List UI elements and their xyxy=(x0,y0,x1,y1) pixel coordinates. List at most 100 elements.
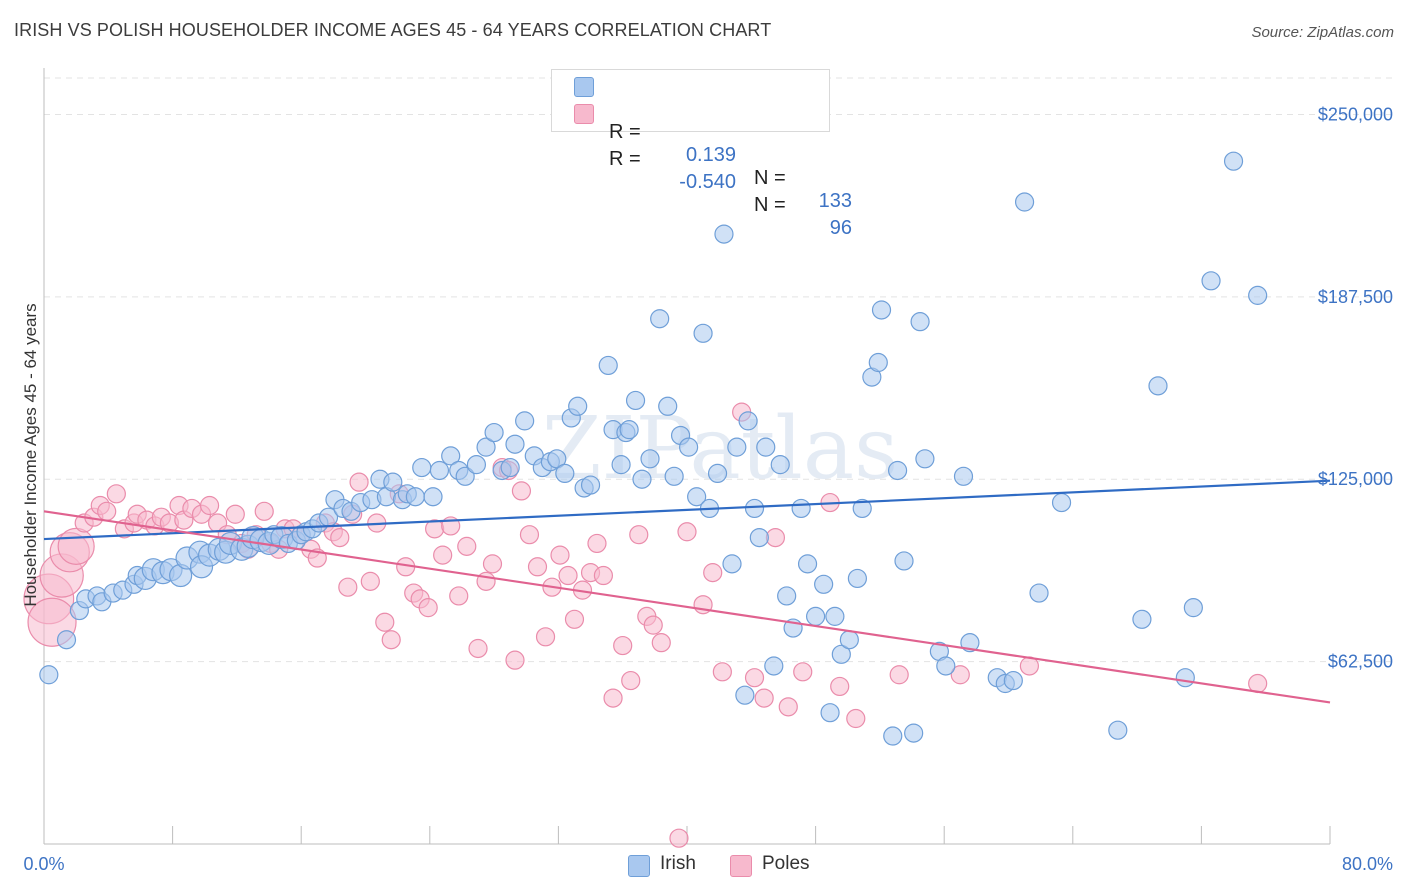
irish-point xyxy=(1175,668,1195,688)
poles-point xyxy=(643,615,663,635)
irish-point xyxy=(714,224,734,244)
irish-point xyxy=(887,460,908,481)
irish-point xyxy=(429,460,450,481)
poles-point xyxy=(375,612,395,632)
irish-point xyxy=(770,455,790,475)
trend-lines xyxy=(43,479,1331,704)
irish-trend-line xyxy=(43,479,1331,541)
poles-point xyxy=(505,650,525,670)
irish-point xyxy=(1132,609,1152,629)
irish-point xyxy=(749,527,769,548)
x-tick-label: 80.0% xyxy=(1342,854,1393,874)
poles-point xyxy=(950,665,970,685)
poles-point xyxy=(97,501,117,521)
n-label: N = xyxy=(754,167,786,189)
n-value: 96 xyxy=(829,217,852,239)
irish-point xyxy=(547,449,567,469)
poles-point xyxy=(830,676,850,697)
poles-point xyxy=(703,563,723,583)
series-legend: Irish Poles xyxy=(0,853,1406,877)
poles-point xyxy=(587,533,607,554)
irish-point xyxy=(484,422,504,443)
irish-point xyxy=(1248,285,1268,305)
irish-point xyxy=(868,352,888,373)
poles-point xyxy=(57,527,95,565)
poles-swatch xyxy=(730,855,752,877)
irish-point xyxy=(960,633,980,653)
irish-point xyxy=(611,455,631,475)
irish-point xyxy=(650,309,670,329)
poles-point xyxy=(535,627,556,647)
irish-point xyxy=(722,554,742,574)
legend-row-poles: R = -0.540 N = 96 xyxy=(574,102,852,239)
irish-point xyxy=(1051,492,1072,513)
irish-point xyxy=(632,469,652,489)
irish-point xyxy=(658,396,678,416)
irish-point xyxy=(39,665,59,685)
poles-point xyxy=(564,609,585,629)
irish-point xyxy=(820,703,840,723)
legend-row-irish: R = 0.139 N = 133 xyxy=(574,75,852,212)
poles-point xyxy=(360,571,380,591)
poles-point xyxy=(199,495,220,516)
poles-point xyxy=(765,527,786,548)
poles-point xyxy=(744,668,765,688)
poles-point xyxy=(793,662,813,682)
irish-point xyxy=(839,630,859,650)
irish-point xyxy=(1183,598,1203,618)
irish-point xyxy=(871,300,892,320)
irish-point xyxy=(476,437,496,457)
irish-point xyxy=(1148,376,1168,396)
irish-point xyxy=(580,475,601,495)
irish-point xyxy=(777,586,797,606)
irish-point xyxy=(744,498,765,519)
r-value: -0.540 xyxy=(679,171,736,193)
chart-title: IRISH VS POLISH HOUSEHOLDER INCOME AGES … xyxy=(14,20,772,40)
irish-point xyxy=(904,723,924,743)
irish-point xyxy=(936,656,956,676)
irish-point xyxy=(625,390,646,411)
irish-point xyxy=(412,457,432,478)
irish-point xyxy=(1201,271,1221,291)
stats-legend: R = 0.139 N = 133 R = -0.540 N = 96 xyxy=(551,69,852,239)
irish-point xyxy=(619,420,639,440)
irish-point xyxy=(831,644,851,664)
poles-point xyxy=(629,525,649,545)
irish-point xyxy=(791,498,811,519)
irish-point xyxy=(500,457,520,478)
x-tick-label: 0.0% xyxy=(23,854,64,874)
legend-label-poles: Poles xyxy=(762,853,810,874)
r-value: 0.139 xyxy=(685,144,736,166)
poles-point xyxy=(519,525,540,545)
irish-point xyxy=(814,574,834,594)
irish-point xyxy=(1223,151,1244,171)
irish-point xyxy=(727,437,747,457)
poles-point xyxy=(254,501,274,521)
poles-point xyxy=(225,504,245,524)
irish-point xyxy=(598,355,618,376)
irish-point xyxy=(640,449,660,469)
irish-point xyxy=(568,396,588,416)
poles-point xyxy=(511,481,532,501)
irish-point xyxy=(756,437,776,457)
irish-point xyxy=(805,606,826,626)
irish-point xyxy=(405,487,425,507)
poles-point xyxy=(621,670,641,691)
irish-point xyxy=(383,472,403,492)
irish-swatch xyxy=(574,77,594,97)
poles-point xyxy=(603,688,623,708)
y-tick-label: $250,000 xyxy=(1318,104,1393,124)
irish-point xyxy=(466,455,487,475)
poles-point xyxy=(846,708,866,729)
irish-point xyxy=(423,487,443,507)
irish-point xyxy=(455,466,475,486)
irish-point xyxy=(441,446,461,466)
poles-point xyxy=(418,598,438,618)
irish-point xyxy=(515,411,535,431)
poles-point xyxy=(482,554,503,574)
y-tick-label: $125,000 xyxy=(1318,469,1393,489)
poles-point xyxy=(338,577,358,597)
y-tick-label: $62,500 xyxy=(1328,652,1393,672)
irish-point xyxy=(687,487,707,507)
